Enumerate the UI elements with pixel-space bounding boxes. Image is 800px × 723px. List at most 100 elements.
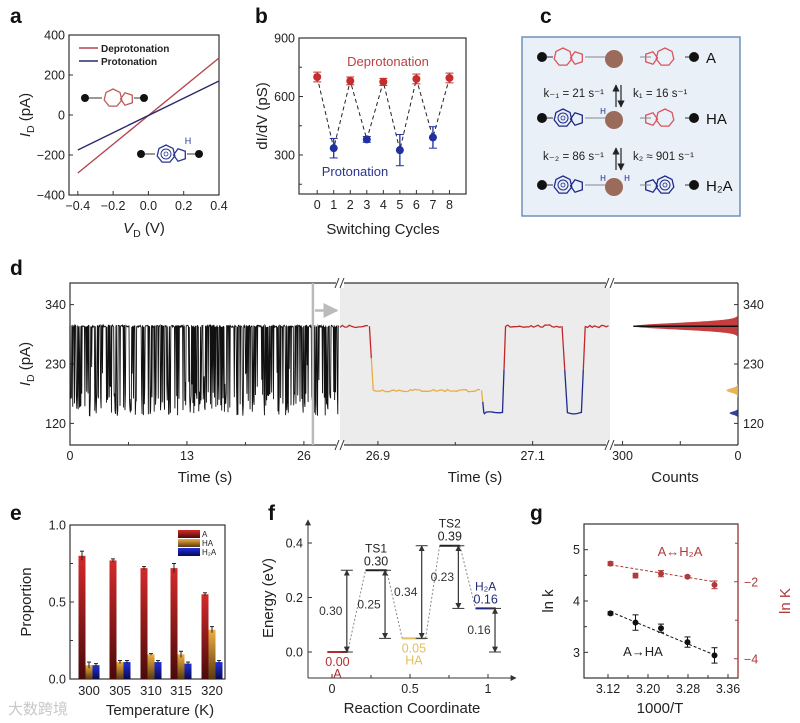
positive-charge-icon [163,151,169,157]
bridge-center-icon [605,178,623,196]
x-axis-tick-label: 5 [396,198,403,212]
panel-f-energy-diagram: 0 0.5 10.00.20.40.00ATS10.300.05HATS20.39H… [260,517,517,717]
aromatic-circle-icon [557,179,569,191]
scheme-row-a: A [537,47,716,68]
reaction-path-dashed [425,545,441,639]
panel-label-b: b [255,5,268,28]
series-line-protonation [77,80,220,151]
positive-charge-icon [560,182,566,188]
x-axis-counts-tick-label: 0 [735,449,742,463]
bar-H₂A [184,663,192,679]
bar-HA [147,654,155,679]
legend-label: A [202,530,208,539]
molecule-protonated: H [137,136,203,163]
x-axis-tick-label: 0.0 [140,199,157,213]
electrode-dot-icon [81,94,89,102]
legend-swatch-HA [178,539,200,547]
heptagon-ring-icon [553,108,573,127]
watermark-logo: 大数跨境 [8,700,68,718]
y-axis-tick-label: 300 [274,149,295,163]
state-transition [482,401,485,414]
data-point-deprotonation [445,73,454,82]
y-axis-left-tick-label: 340 [45,298,66,312]
state-transition [480,390,484,402]
pentagon-ring-icon [569,112,583,126]
x-axis-label-left: Time (s) [178,469,232,486]
data-point-protonation [428,133,437,142]
linear-fit-line [610,611,715,656]
x-axis-label-subscript: D [133,228,141,240]
axis-break-icon [339,439,345,451]
x-axis-tick-label: 3.36 [716,682,740,696]
axis-break-icon [334,439,340,451]
axis-break-icon [604,277,610,289]
x-axis-counts-tick-label: 300 [612,449,633,463]
panel-label-a: a [10,5,22,28]
state-transition [368,326,372,359]
proton-label: H [600,107,606,116]
y-axis-left-tick-label: 3 [573,646,580,660]
state-segment-a [505,324,562,328]
x-axis-label-mid: Time (s) [448,469,502,486]
scheme-row-ha: HA H [537,107,727,129]
state-label: H₂A [475,579,496,593]
axis-break-gap [336,440,344,450]
x-axis-label-counts: Counts [651,469,699,486]
x-axis-tick-label: 0.4 [210,199,227,213]
data-point-deprotonation [313,73,322,81]
x-axis-label-unit: (V) [141,220,165,237]
electrode-dot-icon [537,180,547,190]
electrode-dot-icon [689,180,699,190]
y-axis-tick-label: 400 [44,29,65,43]
bar-H₂A [92,665,100,679]
energy-value-label: 0.16 [473,592,497,606]
axis-break-gap [606,440,614,450]
data-point [711,652,718,659]
electrode-dot-icon [537,52,547,62]
state-segment-a [584,324,609,329]
pentagon-ring-icon [119,92,133,106]
y-axis-label-unit: (pA) [17,93,34,126]
x-axis-label: Switching Cycles [326,221,439,238]
data-point [658,570,664,577]
watermark: 大数跨境 [8,700,68,718]
x-axis-tick-label: 0 [314,198,321,212]
x-tick-label: 305 [109,683,131,698]
state-label: HA [405,653,423,667]
molecule-deprotonated [81,88,148,107]
bar-HA [116,662,124,679]
aromatic-circle-icon [659,179,671,191]
aromatic-circle-icon [160,148,172,160]
x-axis-mid-tick-label: 27.1 [520,449,544,463]
data-point-protonation [329,144,338,153]
positive-charge-icon [560,115,566,121]
data-point-protonation [362,135,371,144]
y-axis-tick-label: 1.0 [49,519,66,533]
rate-constant-label: k₂ ≈ 901 s⁻¹ [633,151,694,163]
state-transition [564,369,569,414]
y-axis-tick-label: 0.5 [49,596,66,610]
y-axis-tick-label: 0 [58,109,65,123]
data-point-deprotonation [346,76,355,85]
y-axis-tick-label: −400 [37,189,65,203]
barrier-label: 0.23 [431,570,455,584]
panel-label-c: c [540,5,552,28]
proton-label: H [185,136,192,146]
state-segment-h2a [567,411,582,415]
x-tick-label: 300 [78,683,100,698]
y-axis-label: ID (pA) [17,342,37,386]
x-axis-left-tick-label: 26 [297,449,311,463]
y-right-tick-label: −2 [744,575,758,589]
panel-g-arrhenius-chart: 3.12 3.20 3.28 3.36 3 4 5 −2 −4 A→HA A↔H₂A 1000/T ln… [540,523,794,717]
legend-label: HA [202,539,214,548]
state-label: TS1 [365,541,387,555]
x-axis-tick-label: 3.20 [636,682,660,696]
scheme-row-h2a: H₂A H H [537,174,733,196]
y-axis-label-subscript: D [25,374,37,382]
y-axis-tick-label: 0.0 [49,673,66,687]
x-tick-label: 315 [170,683,192,698]
x-axis-label: 1000/T [637,700,684,717]
bar-H₂A [123,662,131,679]
bar-H₂A [215,662,223,679]
y-axis-right-tick-label: 230 [743,358,764,372]
